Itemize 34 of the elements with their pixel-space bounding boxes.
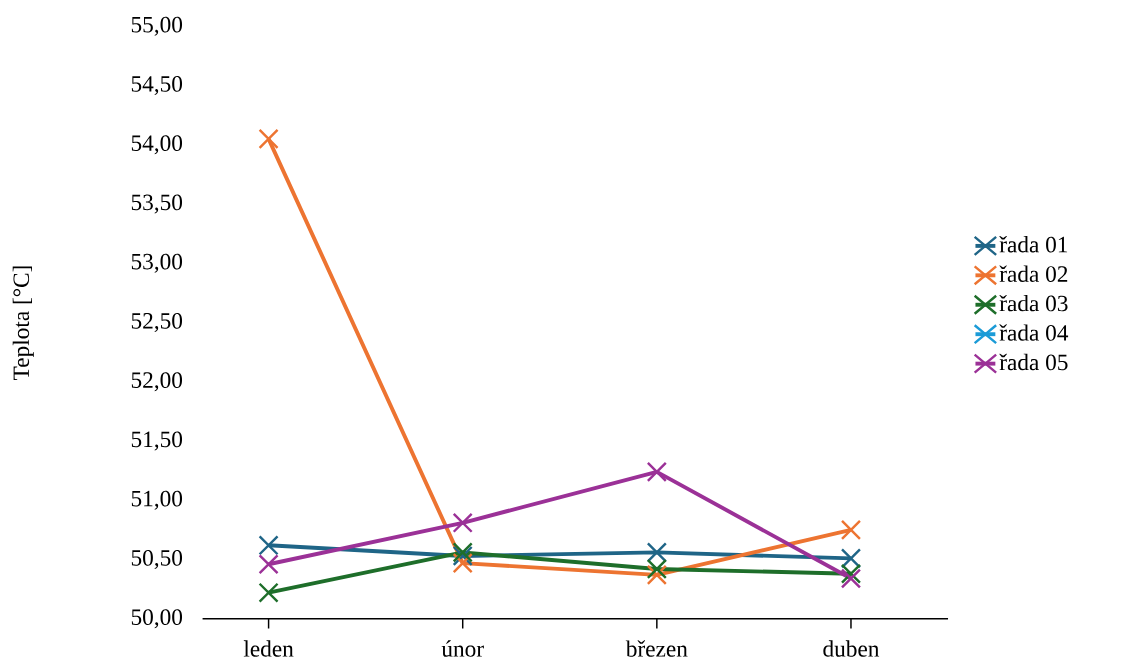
y-tick-label: 52,50 (131, 312, 183, 332)
y-tick-label: 50,50 (131, 549, 183, 569)
y-tick-label: 52,00 (131, 372, 183, 392)
x-tick-label: leden (243, 640, 294, 657)
point (258, 128, 279, 149)
legend-label: řada 02 (999, 265, 1068, 282)
point (840, 568, 862, 589)
point (840, 519, 862, 540)
y-tick-label: 54,50 (131, 75, 183, 95)
y-tick-label: 55,00 (131, 16, 183, 36)
point (452, 512, 473, 533)
legend-label: řada 01 (999, 235, 1068, 253)
x-tick-label: březen (625, 640, 688, 657)
y-tick-label: 54,00 (131, 135, 183, 155)
y-tick-label: 50,00 (131, 609, 183, 629)
point (258, 582, 279, 603)
y-axis-title: Teplota [°C] (12, 266, 34, 380)
point (840, 563, 862, 584)
legend-label: řada 03 (999, 294, 1068, 312)
point (646, 542, 668, 563)
point (646, 564, 668, 585)
x-tick-label: duben (823, 640, 880, 657)
y-tick-label: 51,00 (131, 490, 183, 510)
point (258, 534, 279, 556)
legend-label: řada 04 (999, 324, 1069, 341)
legend-label: řada 05 (999, 353, 1068, 370)
point (646, 461, 668, 482)
y-tick-label: 53,50 (131, 194, 183, 214)
point (258, 553, 279, 575)
y-tick-label: 53,00 (131, 253, 183, 273)
y-tick-label: 51,50 (131, 431, 183, 451)
point (646, 558, 668, 579)
x-tick-label: únor (441, 640, 484, 657)
point (840, 547, 862, 569)
